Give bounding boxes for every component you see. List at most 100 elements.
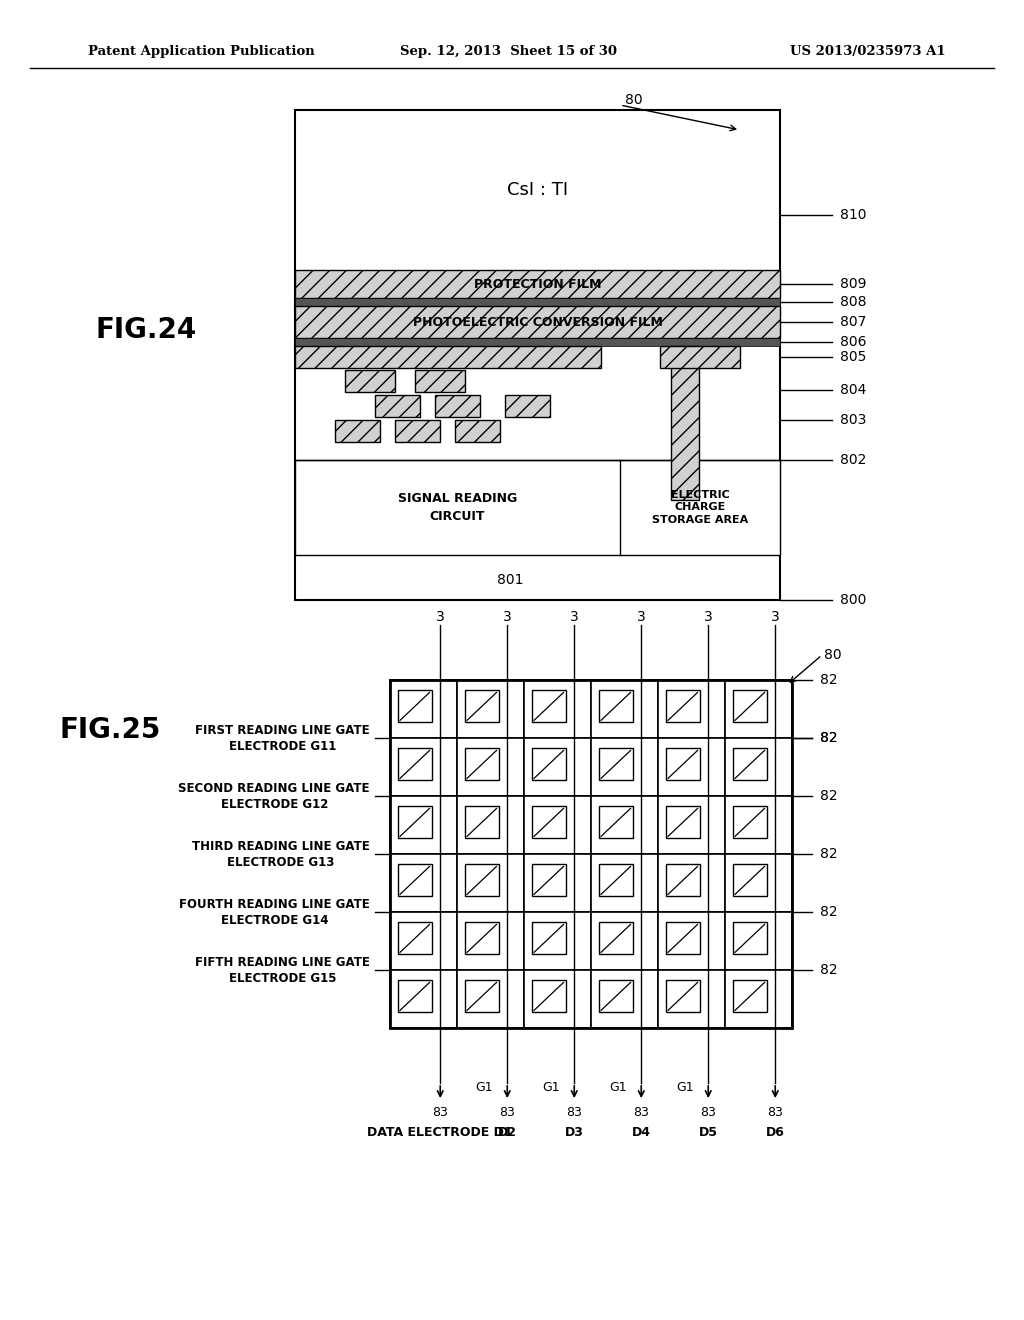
Text: 801: 801 [497,573,523,587]
Bar [532,981,565,1012]
Bar [524,680,591,738]
Text: 3: 3 [436,610,444,624]
Bar [395,420,440,442]
Bar [658,680,725,738]
Text: FOURTH READING LINE GATE
ELECTRODE G14: FOURTH READING LINE GATE ELECTRODE G14 [179,898,370,927]
Bar [295,459,780,554]
Bar [658,796,725,854]
Bar [390,970,457,1028]
Text: G1: G1 [475,1081,493,1094]
Bar [666,748,699,780]
Bar [725,796,792,854]
Text: 83: 83 [432,1106,449,1119]
Bar [390,912,457,970]
Text: 80: 80 [625,92,643,107]
Bar [455,420,500,442]
Bar [524,738,591,796]
Text: 83: 83 [767,1106,783,1119]
Text: 80: 80 [824,648,842,663]
Bar [658,912,725,970]
Bar [390,738,457,796]
Bar [398,807,431,838]
Bar [591,738,658,796]
Text: FIRST READING LINE GATE
ELECTRODE G11: FIRST READING LINE GATE ELECTRODE G11 [196,723,370,752]
Bar [457,680,524,738]
Bar [465,690,499,722]
Bar [465,748,499,780]
Bar [666,865,699,896]
Bar [295,298,780,306]
Bar [398,690,431,722]
Text: 3: 3 [771,610,779,624]
Text: SIGNAL READING
CIRCUIT: SIGNAL READING CIRCUIT [398,492,517,523]
Bar [465,923,499,954]
Bar [465,865,499,896]
Bar [375,395,420,417]
Text: G1: G1 [542,1081,559,1094]
Bar [666,981,699,1012]
Text: 82: 82 [820,789,838,803]
Text: 82: 82 [820,906,838,919]
Text: D6: D6 [766,1126,784,1139]
Text: 805: 805 [840,350,866,364]
Text: 82: 82 [820,964,838,977]
Bar [733,748,767,780]
Bar [390,680,457,738]
Bar [658,970,725,1028]
Bar [398,981,431,1012]
Bar [398,923,431,954]
Bar [390,680,792,1028]
Bar [335,420,380,442]
Text: D2: D2 [498,1126,517,1139]
Bar [591,854,658,912]
Text: THIRD READING LINE GATE
ELECTRODE G13: THIRD READING LINE GATE ELECTRODE G13 [193,840,370,869]
Text: 803: 803 [840,413,866,426]
Bar [505,395,550,417]
Text: D5: D5 [698,1126,718,1139]
Bar [457,738,524,796]
Text: 83: 83 [566,1106,583,1119]
Bar [524,796,591,854]
Bar [733,690,767,722]
Bar [295,110,780,601]
Text: 802: 802 [840,453,866,467]
Bar [599,807,633,838]
Bar [532,865,565,896]
Bar [415,370,465,392]
Bar [295,346,600,368]
Text: 83: 83 [700,1106,716,1119]
Bar [658,854,725,912]
Bar [532,923,565,954]
Bar [599,865,633,896]
Bar [591,680,658,738]
Bar [591,970,658,1028]
Bar [599,981,633,1012]
Bar [390,854,457,912]
Bar [295,338,780,346]
Bar [733,807,767,838]
Text: 82: 82 [820,731,838,744]
Text: 809: 809 [840,277,866,290]
Bar [725,854,792,912]
Text: D3: D3 [565,1126,584,1139]
Text: 800: 800 [840,593,866,607]
Bar [733,865,767,896]
Bar [666,923,699,954]
Bar [591,796,658,854]
Text: 806: 806 [840,335,866,348]
Bar [733,981,767,1012]
Text: FIG.24: FIG.24 [95,315,197,345]
Text: G1: G1 [609,1081,627,1094]
Bar [599,748,633,780]
Bar [524,854,591,912]
Text: 804: 804 [840,383,866,397]
Text: G1: G1 [676,1081,693,1094]
Bar [725,680,792,738]
Bar [660,346,740,368]
Text: 83: 83 [633,1106,649,1119]
Text: FIG.25: FIG.25 [60,715,162,744]
Bar [599,690,633,722]
Text: ELECTRIC
CHARGE
STORAGE AREA: ELECTRIC CHARGE STORAGE AREA [652,490,749,525]
Text: PROTECTION FILM: PROTECTION FILM [474,277,601,290]
Text: US 2013/0235973 A1: US 2013/0235973 A1 [790,45,945,58]
